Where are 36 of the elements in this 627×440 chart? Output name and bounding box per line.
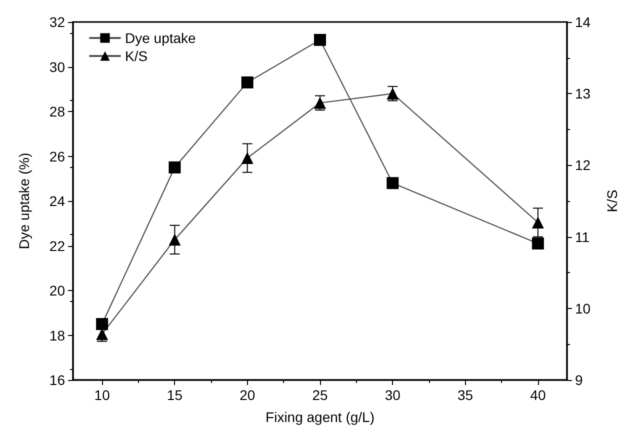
y-tick-label: 16 xyxy=(49,372,66,388)
legend-label: K/S xyxy=(125,48,148,64)
y-tick-label: 26 xyxy=(49,148,66,164)
x-tick-label: 25 xyxy=(312,387,328,403)
x-tick-label: 30 xyxy=(384,387,401,403)
x-tick-label: 20 xyxy=(240,387,256,403)
x-tick-label: 10 xyxy=(94,387,110,403)
y-tick-label: 20 xyxy=(49,282,66,298)
y2-tick-label: 12 xyxy=(575,157,591,174)
point xyxy=(168,234,181,246)
y2-tick-label: 14 xyxy=(575,14,591,30)
y-tick-label: 24 xyxy=(49,193,66,209)
y-tick-label: 18 xyxy=(49,327,66,344)
point xyxy=(96,318,108,330)
point xyxy=(241,76,254,88)
y-tick-label: 32 xyxy=(49,14,66,30)
y-tick-label: 30 xyxy=(49,58,66,75)
point xyxy=(241,152,254,164)
x-tick-label: 15 xyxy=(166,387,183,403)
point xyxy=(386,177,399,190)
point xyxy=(168,161,181,174)
y-axis-title: Dye uptake (%) xyxy=(16,152,32,250)
legend-label: Dye uptake xyxy=(125,30,196,46)
y2-axis-title: K/S xyxy=(604,190,620,212)
x-tick-label: 35 xyxy=(458,387,474,403)
point xyxy=(532,216,544,228)
y2-tick-label: 9 xyxy=(575,372,583,388)
y-tick-label: 22 xyxy=(49,238,66,254)
point xyxy=(314,34,326,46)
y2-tick-label: 11 xyxy=(575,228,590,245)
y2-tick-label: 13 xyxy=(575,86,591,102)
y-tick-label: 28 xyxy=(49,104,66,120)
y2-tick-label: 10 xyxy=(575,300,591,316)
x-tick-label: 40 xyxy=(530,387,546,403)
point xyxy=(532,238,544,250)
x-axis-title: Fixing agent (g/L) xyxy=(266,409,374,425)
